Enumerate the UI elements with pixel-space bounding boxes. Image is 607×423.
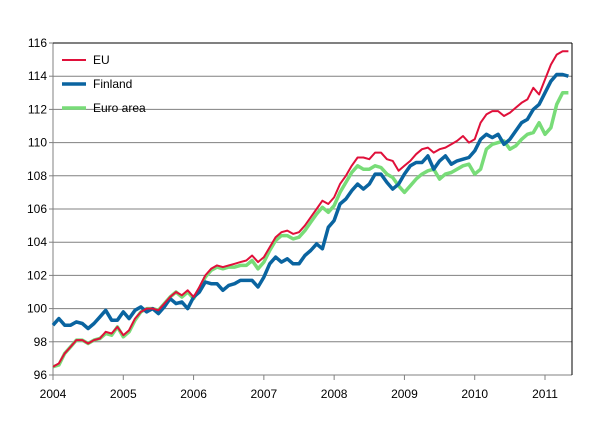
x-tick-label: 2008 (321, 387, 348, 401)
x-tick-label: 2007 (251, 387, 278, 401)
legend-label: Euro area (93, 101, 146, 115)
x-tick-label: 2011 (532, 387, 558, 401)
y-tick-label: 96 (34, 368, 48, 382)
y-tick-label: 100 (27, 302, 47, 316)
series-line-eu (52, 50, 569, 368)
series-line-euro-area (52, 91, 569, 369)
y-tick-label: 98 (34, 335, 48, 349)
y-tick-label: 114 (28, 69, 47, 83)
legend-label: Finland (93, 77, 132, 91)
y-tick-label: 108 (27, 169, 47, 183)
x-tick-label: 2004 (40, 387, 67, 401)
x-tick-label: 2010 (461, 387, 488, 401)
y-tick-label: 116 (28, 36, 47, 50)
y-tick-label: 104 (27, 235, 47, 249)
x-tick-label: 2005 (110, 387, 137, 401)
y-tick-label: 112 (28, 102, 47, 116)
x-tick-label: 2006 (180, 387, 207, 401)
y-tick-label: 106 (27, 202, 47, 216)
y-tick-label: 110 (28, 136, 47, 150)
legend-label: EU (93, 53, 110, 67)
x-tick-label: 2009 (391, 387, 418, 401)
series-line-finland (51, 72, 569, 331)
y-tick-label: 102 (27, 268, 47, 282)
